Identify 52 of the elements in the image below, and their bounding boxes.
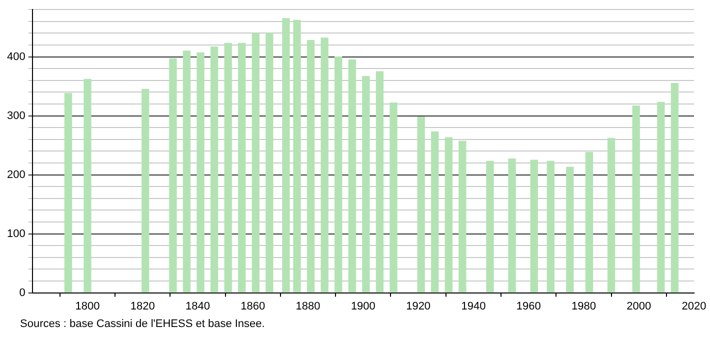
bar (142, 88, 150, 293)
x-tick-label: 1840 (186, 300, 210, 312)
bar (417, 116, 425, 293)
x-tick-label: 1900 (350, 300, 376, 312)
bar (320, 38, 328, 293)
bar (530, 160, 538, 293)
bar (546, 160, 554, 293)
bar (334, 56, 342, 293)
x-tick-label: 2020 (682, 300, 706, 312)
bar (376, 71, 384, 293)
x-tick-label: 1960 (516, 300, 541, 312)
source-note: Sources : base Cassini de l'EHESS et base Insee. (20, 318, 265, 330)
x-tick-label: 1880 (296, 300, 320, 312)
y-tick-label: 400 (6, 50, 26, 63)
bar (390, 102, 398, 293)
bar (348, 59, 356, 293)
bar (585, 152, 594, 293)
bar (266, 32, 274, 293)
x-tick-label: 1820 (130, 300, 155, 312)
bar (607, 138, 616, 293)
y-tick-label: 200 (6, 168, 26, 181)
bar (169, 58, 177, 293)
bar (293, 20, 301, 293)
x-tick-label: 1940 (461, 300, 486, 312)
x-tick-label: 1800 (75, 300, 100, 312)
bar (458, 140, 466, 293)
y-tick-label: 100 (6, 228, 26, 240)
bar (210, 46, 218, 293)
x-tick-label: 1980 (571, 300, 596, 312)
bar (196, 52, 204, 293)
x-tick-label: 1860 (240, 300, 266, 312)
y-tick-label: 0 (19, 286, 26, 299)
bar (444, 137, 452, 293)
x-tick-label: 2000 (626, 300, 652, 312)
bar (508, 158, 516, 293)
bar (238, 42, 246, 293)
bar (182, 50, 191, 293)
x-tick-label: 1920 (406, 300, 431, 312)
bar (282, 18, 290, 293)
bar (632, 105, 640, 293)
bar (224, 42, 232, 293)
bar (657, 102, 665, 293)
bar (670, 83, 679, 293)
bar (362, 76, 370, 293)
y-tick-label: 300 (6, 110, 26, 122)
bar (566, 166, 574, 293)
bar (252, 32, 260, 293)
bar (84, 78, 92, 293)
bar (306, 40, 315, 293)
bar (431, 131, 439, 293)
bar (486, 160, 494, 293)
bar (64, 93, 72, 293)
